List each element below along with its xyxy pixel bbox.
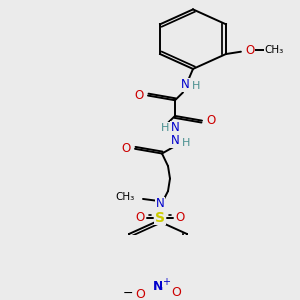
Text: H: H xyxy=(161,123,169,133)
Text: O: O xyxy=(171,286,181,299)
Text: O: O xyxy=(176,211,184,224)
Text: CH₃: CH₃ xyxy=(116,192,135,203)
Text: CH₃: CH₃ xyxy=(264,45,284,55)
Text: O: O xyxy=(135,288,145,300)
Text: N: N xyxy=(156,197,164,210)
Text: N: N xyxy=(171,134,179,148)
Text: O: O xyxy=(134,89,144,102)
Text: H: H xyxy=(182,138,190,148)
Text: O: O xyxy=(206,114,216,127)
Text: −: − xyxy=(123,286,133,299)
Text: N: N xyxy=(171,121,179,134)
Text: O: O xyxy=(122,142,130,155)
Text: S: S xyxy=(155,211,165,225)
Text: N: N xyxy=(153,280,163,293)
Text: O: O xyxy=(135,211,145,224)
Text: O: O xyxy=(245,44,254,57)
Text: H: H xyxy=(192,81,200,91)
Text: N: N xyxy=(181,78,189,91)
Text: +: + xyxy=(162,277,170,287)
